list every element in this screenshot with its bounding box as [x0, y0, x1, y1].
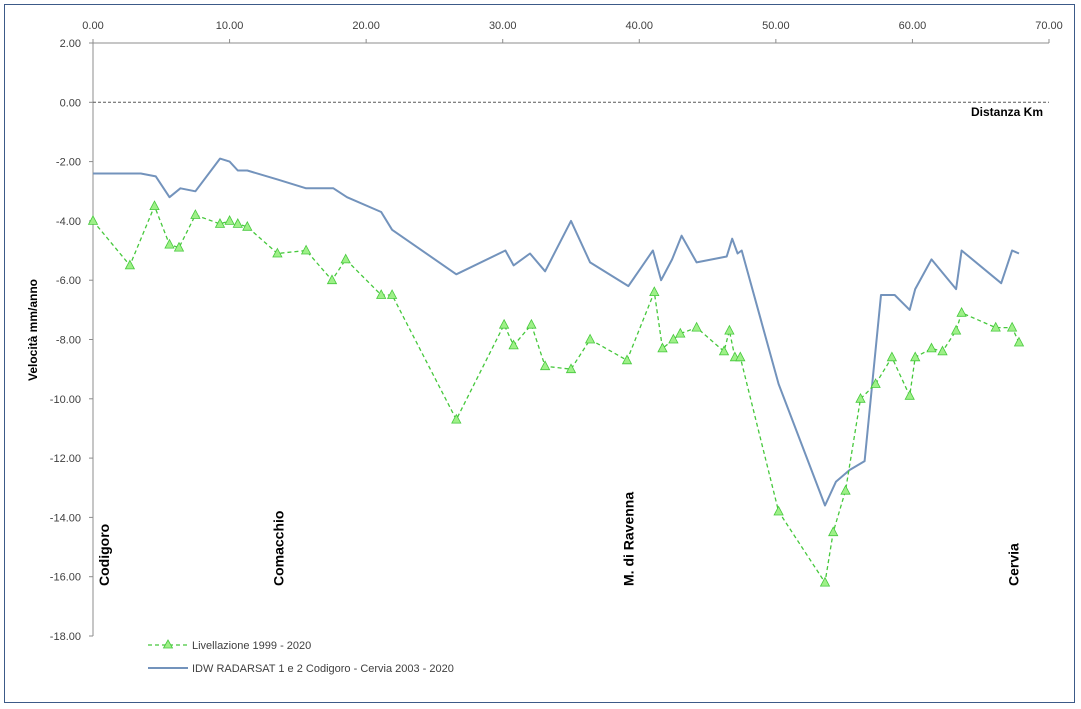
data-point-livellazione [649, 286, 660, 297]
series-line-livellazione [92, 205, 1020, 584]
data-point-livellazione [173, 241, 185, 252]
data-point-livellazione [87, 215, 99, 225]
y-tick-label: 2.00 [60, 38, 81, 50]
y-tick-label: -4.00 [56, 216, 81, 228]
data-point-livellazione [326, 274, 338, 285]
x-tick-label: 30.00 [489, 20, 517, 32]
x-tick-label: 70.00 [1035, 20, 1063, 32]
data-point-livellazione [584, 333, 596, 344]
legend-marker-livellazione [162, 639, 174, 649]
x-tick-label: 0.00 [82, 20, 103, 32]
data-point-livellazione [164, 238, 175, 249]
place-label: Codigoro [96, 524, 112, 586]
data-point-livellazione [1006, 321, 1018, 332]
chart-frame [4, 4, 1075, 703]
x-axis-label: Distanza Km [971, 105, 1043, 119]
legend-label-radarsat: IDW RADARSAT 1 e 2 Codigoro - Cervia 200… [192, 663, 454, 675]
data-point-livellazione [149, 200, 160, 211]
data-point-livellazione [539, 360, 551, 371]
legend: Livellazione 1999 - 2020 IDW RADARSAT 1 … [148, 639, 454, 675]
data-point-livellazione [956, 306, 967, 317]
x-tick-label: 50.00 [762, 20, 790, 32]
legend-label-livellazione: Livellazione 1999 - 2020 [192, 640, 311, 652]
y-tick-label: -10.00 [50, 394, 81, 406]
data-point-livellazione [926, 342, 937, 353]
series-line-radarsat [93, 157, 1020, 507]
data-point-livellazione [214, 218, 226, 228]
data-point-livellazione [1013, 336, 1025, 347]
data-point-livellazione [657, 342, 668, 353]
data-point-livellazione [668, 333, 679, 344]
y-tick-label: -16.00 [50, 572, 81, 584]
data-point-livellazione [232, 218, 243, 228]
data-point-livellazione [242, 220, 253, 231]
data-point-livellazione [828, 526, 839, 537]
y-tick-label: -2.00 [56, 157, 81, 169]
data-point-livellazione [904, 389, 915, 400]
data-point-livellazione [300, 244, 312, 255]
data-point-livellazione [724, 324, 735, 335]
data-point-livellazione [124, 259, 136, 270]
place-label: Comacchio [271, 511, 287, 586]
place-label: Cervia [1005, 543, 1021, 586]
data-point-livellazione [886, 351, 898, 362]
x-tick-label: 60.00 [899, 20, 927, 32]
x-tick-label: 20.00 [352, 20, 380, 32]
data-point-livellazione [840, 484, 851, 495]
data-point-livellazione [340, 253, 351, 264]
data-point-livellazione [621, 354, 633, 365]
data-point-livellazione [376, 289, 387, 299]
data-point-livellazione [718, 345, 730, 356]
data-point-livellazione [950, 324, 962, 335]
data-point-livellazione [498, 318, 510, 329]
y-tick-label: -12.00 [50, 453, 81, 465]
data-point-livellazione [526, 318, 537, 329]
data-point-livellazione [224, 215, 235, 225]
data-point-livellazione [937, 345, 948, 356]
data-point-livellazione [819, 576, 831, 587]
data-point-livellazione [386, 289, 398, 299]
y-tick-label: -8.00 [56, 335, 81, 347]
y-tick-label: -6.00 [56, 275, 81, 287]
x-tick-label: 40.00 [626, 20, 654, 32]
data-point-livellazione [272, 247, 283, 258]
data-point-livellazione [910, 351, 921, 362]
data-point-livellazione [675, 327, 686, 338]
y-axis-label: Velocità mm/anno [26, 279, 40, 381]
data-point-livellazione [870, 378, 881, 388]
data-point-livellazione [990, 321, 1001, 332]
data-point-livellazione [855, 392, 866, 403]
x-tick-label: 10.00 [216, 20, 244, 32]
data-point-livellazione [565, 363, 577, 374]
data-point-livellazione [508, 339, 519, 350]
y-tick-label: -18.00 [50, 631, 81, 643]
place-label: M. di Ravenna [620, 492, 636, 586]
data-point-livellazione [735, 351, 746, 362]
data-point-livellazione [773, 505, 784, 516]
data-point-livellazione [451, 413, 462, 424]
y-tick-label: 0.00 [60, 97, 81, 109]
y-tick-label: -14.00 [50, 512, 81, 524]
data-point-livellazione [190, 209, 201, 219]
data-point-livellazione [691, 321, 702, 332]
